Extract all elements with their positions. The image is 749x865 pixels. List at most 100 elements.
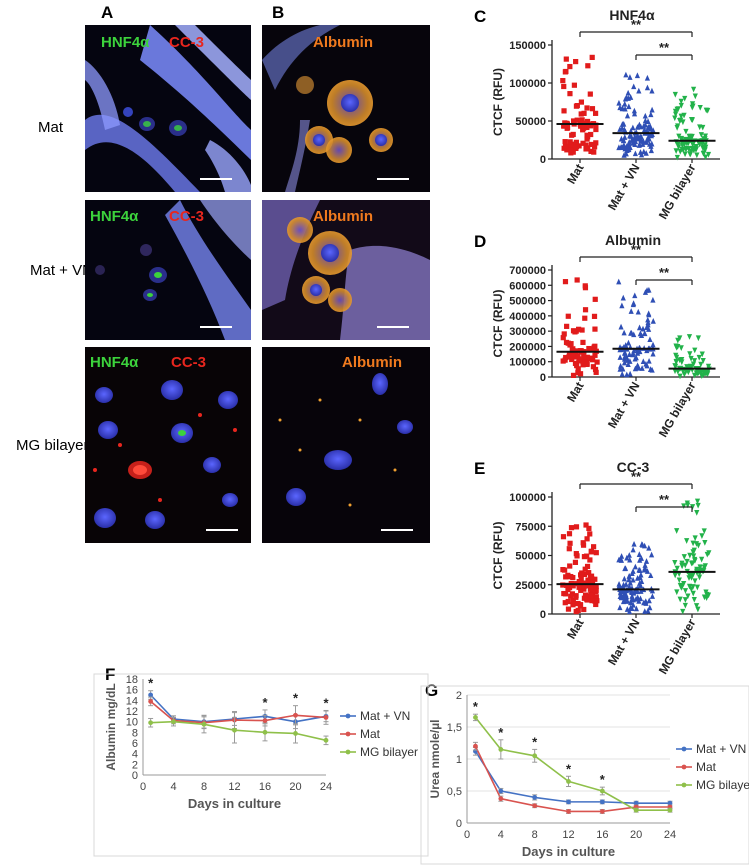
micrograph-a-mat-vn: HNF4α CC-3 <box>85 200 251 340</box>
series-line <box>150 720 327 742</box>
data-point <box>565 606 572 612</box>
data-point <box>637 330 643 337</box>
x-tick-label: Mat <box>564 162 586 187</box>
label-hnf4a-1: HNF4α <box>101 34 150 51</box>
data-point <box>570 118 577 124</box>
label-albumin-3: Albumin <box>342 354 402 371</box>
data-point <box>643 150 649 156</box>
data-point <box>641 599 647 606</box>
data-point <box>682 95 688 102</box>
data-point <box>562 139 568 145</box>
data-point <box>575 366 581 372</box>
data-point <box>675 368 681 375</box>
sig-marker: ** <box>631 17 642 32</box>
data-point <box>648 111 654 118</box>
data-point <box>633 354 639 361</box>
data-point <box>570 131 576 138</box>
y-tick-label: 1 <box>456 754 462 766</box>
y-tick-label: 2 <box>456 690 462 702</box>
data-point <box>644 74 651 81</box>
y-tick-label: 14 <box>126 695 138 707</box>
data-point <box>650 341 656 348</box>
data-point <box>232 727 237 733</box>
y-tick-label: 150000 <box>509 40 546 52</box>
data-point <box>677 596 683 603</box>
data-point <box>674 154 680 161</box>
data-point <box>630 576 636 583</box>
data-point <box>578 575 584 581</box>
data-point <box>624 147 630 154</box>
data-point <box>262 718 268 723</box>
data-point <box>627 370 633 377</box>
data-point <box>693 603 700 609</box>
data-point <box>691 596 697 603</box>
label-hnf4a-3: HNF4α <box>90 354 139 371</box>
data-point <box>627 579 633 586</box>
data-point <box>701 594 708 601</box>
data-point <box>593 126 599 133</box>
data-point <box>628 330 634 336</box>
sig-star: * <box>566 761 572 776</box>
data-point <box>619 144 625 150</box>
sig-star: * <box>148 676 154 691</box>
data-point <box>622 100 628 107</box>
data-point <box>643 558 650 564</box>
data-point <box>694 566 700 573</box>
y-tick-label: 8 <box>132 727 138 739</box>
data-point <box>642 330 648 337</box>
data-point <box>695 502 701 509</box>
data-point <box>706 550 712 556</box>
data-point <box>684 558 690 565</box>
data-point <box>701 136 707 142</box>
data-point <box>682 588 689 594</box>
data-point <box>584 597 590 603</box>
data-point <box>700 358 706 364</box>
data-point <box>631 83 637 90</box>
data-point <box>676 133 682 140</box>
data-point <box>573 103 580 109</box>
data-point <box>566 779 571 784</box>
data-point <box>576 584 582 590</box>
label-cc3-2: CC-3 <box>169 208 204 225</box>
data-point <box>630 546 636 553</box>
data-point <box>563 354 569 361</box>
data-point <box>617 366 623 372</box>
y-tick-label: 0 <box>456 818 462 830</box>
sig-star: * <box>262 695 268 710</box>
data-point <box>632 150 638 157</box>
data-point <box>694 584 700 591</box>
panel-letter-e: E <box>474 459 485 478</box>
y-tick-label: 0 <box>540 609 546 621</box>
data-point <box>621 575 627 582</box>
data-point <box>698 132 704 138</box>
data-point <box>621 591 627 598</box>
chart-frame <box>93 673 429 857</box>
data-point <box>589 356 596 362</box>
data-point <box>694 510 700 516</box>
data-point <box>674 589 680 596</box>
x-tick-label: 24 <box>664 829 676 841</box>
data-point <box>498 796 504 802</box>
data-point <box>628 94 634 100</box>
legend-label: Mat <box>360 727 381 741</box>
data-point <box>682 151 688 158</box>
data-point <box>699 533 705 539</box>
data-point <box>582 307 589 313</box>
data-point <box>638 588 644 594</box>
data-point <box>562 69 568 75</box>
data-point <box>593 550 599 556</box>
data-point <box>593 583 599 590</box>
scale-bar <box>381 529 413 531</box>
data-point <box>681 141 688 148</box>
data-point <box>617 354 623 360</box>
data-point <box>585 579 591 585</box>
sig-marker: ** <box>631 469 642 484</box>
data-point <box>701 528 707 535</box>
data-point <box>673 354 680 361</box>
micrograph-a-mat: HNF4α CC-3 <box>85 25 251 192</box>
data-point <box>702 540 708 546</box>
panel-letter-a: A <box>101 3 113 22</box>
data-point <box>593 140 599 146</box>
data-point <box>573 139 579 145</box>
x-tick-label: Mat <box>564 380 586 405</box>
